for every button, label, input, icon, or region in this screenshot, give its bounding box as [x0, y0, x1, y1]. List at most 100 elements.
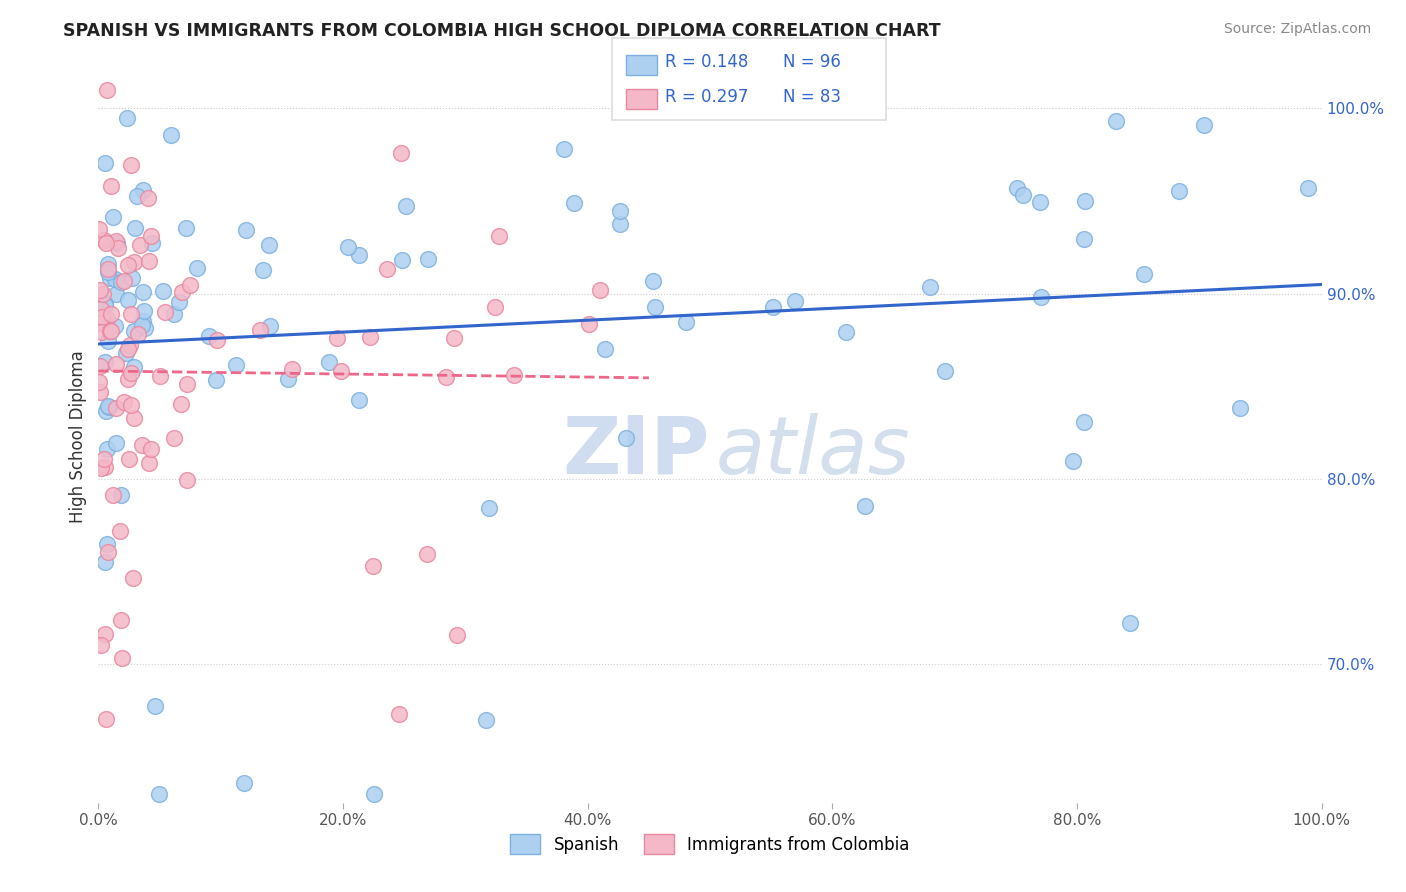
- Text: N = 83: N = 83: [783, 87, 841, 105]
- Point: [132, 183, 155, 197]
- Point: [1168, 184, 1191, 198]
- Point: [100, 324, 122, 338]
- Point: [114, 274, 136, 288]
- Point: [117, 342, 139, 356]
- Point: [98, 324, 121, 338]
- Point: [107, 241, 129, 255]
- Point: [97, 399, 120, 413]
- Point: [474, 713, 496, 727]
- Point: [97, 262, 120, 277]
- Point: [96, 312, 118, 326]
- Point: [122, 324, 145, 338]
- Point: [93, 452, 115, 467]
- Point: [115, 111, 138, 125]
- Point: [225, 358, 247, 372]
- Point: [94, 236, 117, 251]
- Point: [138, 456, 160, 470]
- Point: [152, 284, 174, 298]
- Point: [235, 222, 257, 236]
- Point: [120, 366, 142, 380]
- Point: [934, 364, 956, 378]
- Point: [326, 331, 349, 345]
- Point: [176, 377, 198, 392]
- Point: [1029, 195, 1052, 210]
- Point: [281, 362, 304, 376]
- Point: [104, 318, 127, 333]
- Text: atlas: atlas: [716, 413, 911, 491]
- Point: [855, 499, 877, 513]
- Point: [121, 270, 143, 285]
- Point: [134, 304, 156, 318]
- Point: [1105, 114, 1128, 128]
- Point: [93, 233, 115, 247]
- Point: [641, 273, 664, 287]
- Point: [105, 436, 128, 450]
- Point: [90, 461, 112, 475]
- Point: [1005, 180, 1028, 194]
- Point: [115, 345, 138, 359]
- Point: [318, 355, 340, 369]
- Point: [589, 283, 612, 297]
- Point: [359, 330, 381, 344]
- Point: [259, 238, 281, 252]
- Point: [614, 431, 637, 445]
- Point: [132, 314, 155, 328]
- Point: [93, 311, 115, 326]
- Point: [93, 459, 115, 474]
- Point: [94, 310, 117, 324]
- Point: [105, 357, 128, 371]
- Point: [93, 298, 115, 312]
- Point: [918, 279, 941, 293]
- Point: [124, 221, 146, 235]
- Point: [110, 488, 132, 502]
- Point: [97, 257, 120, 271]
- Point: [108, 524, 131, 538]
- Point: [111, 651, 134, 665]
- Point: [100, 179, 122, 194]
- Point: [94, 712, 117, 726]
- Point: [98, 400, 121, 414]
- Point: [118, 337, 141, 351]
- Point: [578, 317, 600, 331]
- Text: Source: ZipAtlas.com: Source: ZipAtlas.com: [1223, 22, 1371, 37]
- Point: [89, 384, 111, 399]
- Point: [138, 253, 160, 268]
- Point: [835, 325, 858, 339]
- Point: [105, 287, 128, 301]
- Point: [418, 252, 440, 266]
- Point: [553, 142, 575, 156]
- Point: [139, 442, 162, 456]
- Point: [609, 203, 631, 218]
- Point: [375, 262, 398, 277]
- Point: [117, 258, 139, 272]
- Point: [93, 155, 115, 169]
- Point: [593, 342, 616, 356]
- Point: [277, 372, 299, 386]
- Point: [389, 145, 412, 160]
- Point: [1132, 267, 1154, 281]
- Y-axis label: High School Diploma: High School Diploma: [69, 351, 87, 524]
- Point: [446, 627, 468, 641]
- Point: [176, 473, 198, 487]
- Point: [488, 229, 510, 244]
- Point: [122, 411, 145, 425]
- Point: [762, 301, 785, 315]
- Point: [329, 363, 352, 377]
- Point: [89, 316, 111, 330]
- Point: [149, 369, 172, 384]
- Point: [122, 571, 145, 585]
- Point: [118, 451, 141, 466]
- Point: [120, 398, 142, 412]
- Point: [1296, 181, 1319, 195]
- Point: [139, 228, 162, 243]
- Point: [197, 328, 219, 343]
- Text: R = 0.297: R = 0.297: [665, 87, 748, 105]
- Point: [94, 403, 117, 417]
- Point: [136, 191, 159, 205]
- Point: [96, 442, 118, 457]
- Point: [1029, 289, 1052, 303]
- Point: [90, 325, 112, 339]
- Point: [148, 787, 170, 801]
- Point: [186, 261, 208, 276]
- Point: [205, 373, 228, 387]
